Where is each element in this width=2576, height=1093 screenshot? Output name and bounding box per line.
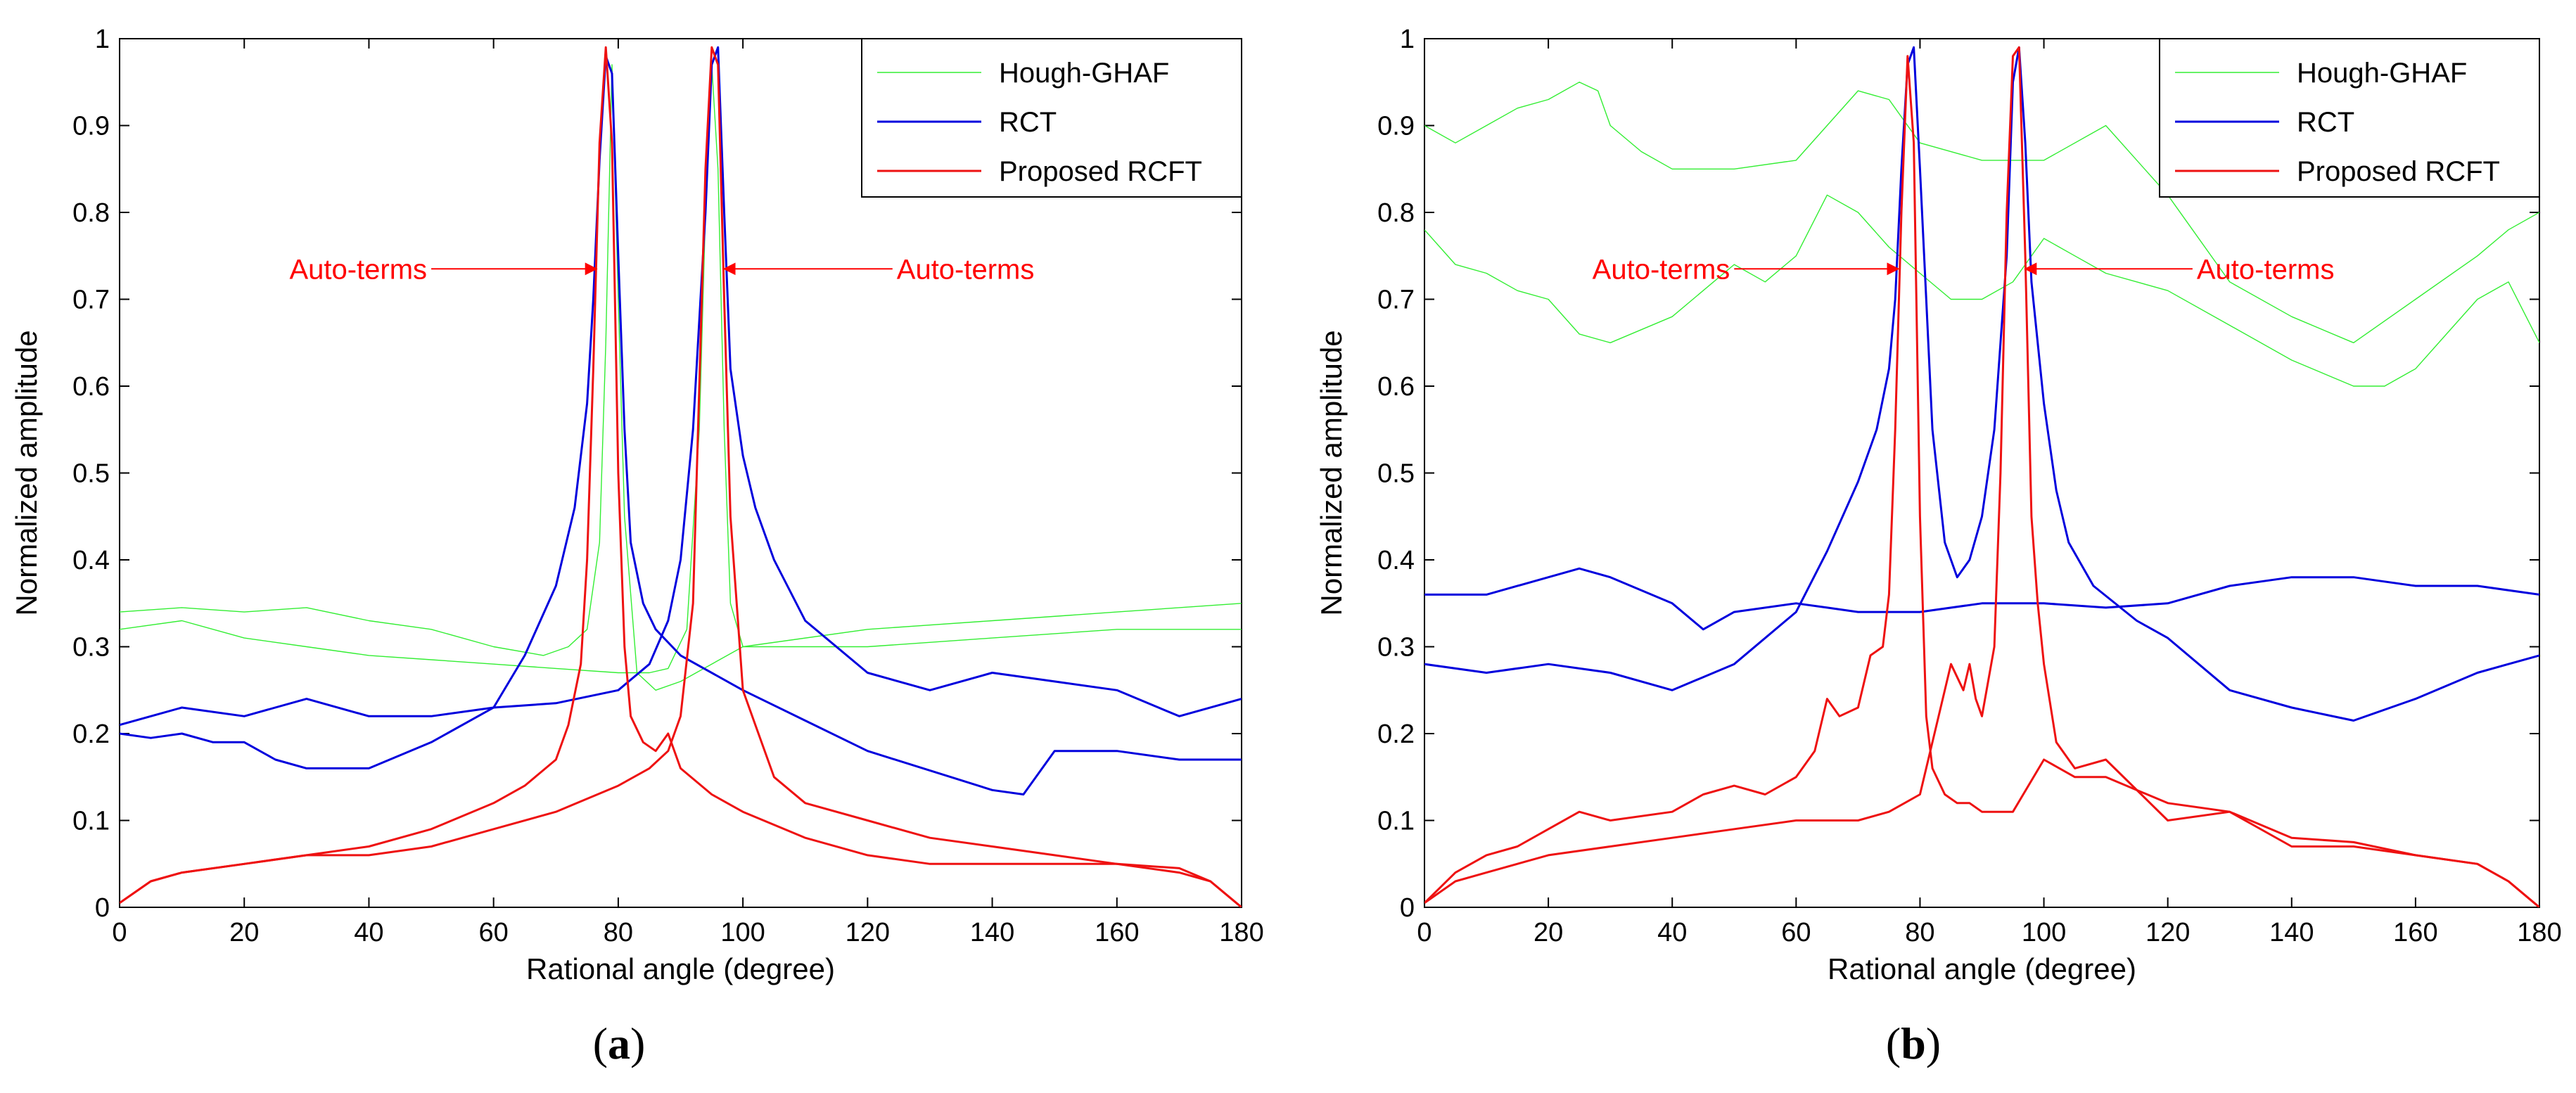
annotation-auto-terms: Auto-terms	[2197, 254, 2335, 285]
y-tick-label: 0.5	[1377, 459, 1415, 489]
x-tick-label: 40	[1657, 918, 1687, 947]
y-tick-label: 0.6	[1377, 372, 1415, 402]
chart-panel-b: 0 20 40 60 80 100 120 140 160 180 0 0.1 0.2 0.3 0.4 0.5…	[1315, 25, 2562, 985]
y-tick-label: 0.3	[1377, 633, 1415, 663]
annotation-auto-terms: Auto-terms	[289, 254, 427, 285]
x-tick-label: 120	[846, 918, 890, 947]
x-tick-label: 180	[2517, 918, 2561, 947]
series-line-rct	[1424, 46, 2539, 722]
y-tick-label: 0.4	[72, 546, 110, 575]
chart-panel-a: 0 20 40 60 80 100 120 140 160 180 0 0.1 0.2 0.3 0.4 0.5…	[10, 25, 1264, 985]
annotation-auto-terms: Auto-terms	[1593, 254, 1730, 285]
y-tick-label: 0.9	[1377, 112, 1415, 141]
series-line-proposed-rcft	[120, 46, 1242, 907]
x-axis-title: Rational angle (degree)	[526, 952, 835, 985]
y-tick-label: 0.3	[72, 633, 110, 663]
y-tick-label: 0.9	[72, 112, 110, 141]
y-tick-label: 0.8	[1377, 198, 1415, 228]
x-tick-label: 0	[1417, 918, 1432, 947]
x-tick-label: 60	[1781, 918, 1811, 947]
x-tick-label: 160	[2393, 918, 2437, 947]
y-tick-label: 0.1	[72, 807, 110, 836]
y-tick-label: 1	[1400, 25, 1415, 54]
series-line-proposed-rcft	[120, 46, 1242, 907]
series-line-hough-ghaf	[120, 64, 1242, 674]
y-tick-label: 0	[1400, 893, 1415, 923]
x-tick-label: 20	[229, 918, 259, 947]
series-group	[1424, 46, 2539, 907]
x-tick-label: 100	[720, 918, 765, 947]
series-line-proposed-rcft	[1424, 55, 2539, 907]
x-tick-label: 0	[112, 918, 127, 947]
y-tick-label: 1	[95, 25, 110, 54]
x-tick-label: 100	[2022, 918, 2066, 947]
y-tick-label: 0.5	[72, 459, 110, 489]
x-axis-title: Rational angle (degree)	[1828, 952, 2136, 985]
x-tick-label: 180	[1219, 918, 1263, 947]
legend-label: Hough-GHAF	[2297, 58, 2467, 89]
y-tick-label: 0.7	[1377, 286, 1415, 315]
x-tick-label: 140	[970, 918, 1014, 947]
y-tick-label: 0.8	[72, 198, 110, 228]
series-group	[120, 46, 1242, 907]
series-line-hough-ghaf	[120, 64, 1242, 691]
series-line-hough-ghaf	[1424, 82, 2539, 343]
y-tick-label: 0.1	[1377, 807, 1415, 836]
panel-label: (b)	[1886, 1018, 1941, 1068]
x-tick-label: 20	[1534, 918, 1563, 947]
x-tick-label: 140	[2269, 918, 2314, 947]
y-axis-title: Normalized amplitude	[1315, 330, 1348, 615]
x-tick-label: 160	[1095, 918, 1139, 947]
y-axis-title: Normalized amplitude	[10, 330, 43, 615]
series-line-rct	[1424, 567, 2539, 631]
legend-label: Proposed RCFT	[999, 156, 1202, 187]
y-tick-label: 0.4	[1377, 546, 1415, 575]
x-tick-label: 120	[2145, 918, 2190, 947]
series-line-hough-ghaf	[1424, 194, 2539, 387]
legend: Hough-GHAF RCT Proposed RCFT	[861, 38, 1242, 198]
x-tick-label: 80	[1905, 918, 1934, 947]
y-tick-label: 0.2	[72, 720, 110, 749]
legend-label: Hough-GHAF	[999, 58, 1169, 89]
legend: Hough-GHAF RCT Proposed RCFT	[2159, 38, 2540, 198]
x-tick-label: 80	[604, 918, 633, 947]
y-tick-label: 0.6	[72, 372, 110, 402]
panel-label: (a)	[593, 1018, 646, 1068]
annotation-auto-terms: Auto-terms	[897, 254, 1035, 285]
x-tick-label: 60	[479, 918, 509, 947]
y-tick-label: 0.7	[72, 286, 110, 315]
series-line-proposed-rcft	[1424, 46, 2539, 907]
x-tick-label: 40	[354, 918, 383, 947]
legend-label: Proposed RCFT	[2297, 156, 2500, 187]
y-tick-label: 0.2	[1377, 720, 1415, 749]
y-tick-label: 0	[95, 893, 110, 923]
legend-label: RCT	[999, 107, 1057, 138]
legend-label: RCT	[2297, 107, 2354, 138]
